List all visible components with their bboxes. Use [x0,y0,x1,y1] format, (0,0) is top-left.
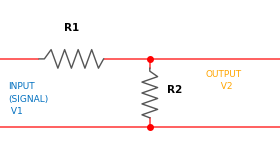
Text: OUTPUT
  V2: OUTPUT V2 [206,70,242,91]
Text: INPUT
(SIGNAL)
 V1: INPUT (SIGNAL) V1 [8,82,49,116]
Text: R1: R1 [64,23,79,33]
Text: R2: R2 [167,85,182,95]
